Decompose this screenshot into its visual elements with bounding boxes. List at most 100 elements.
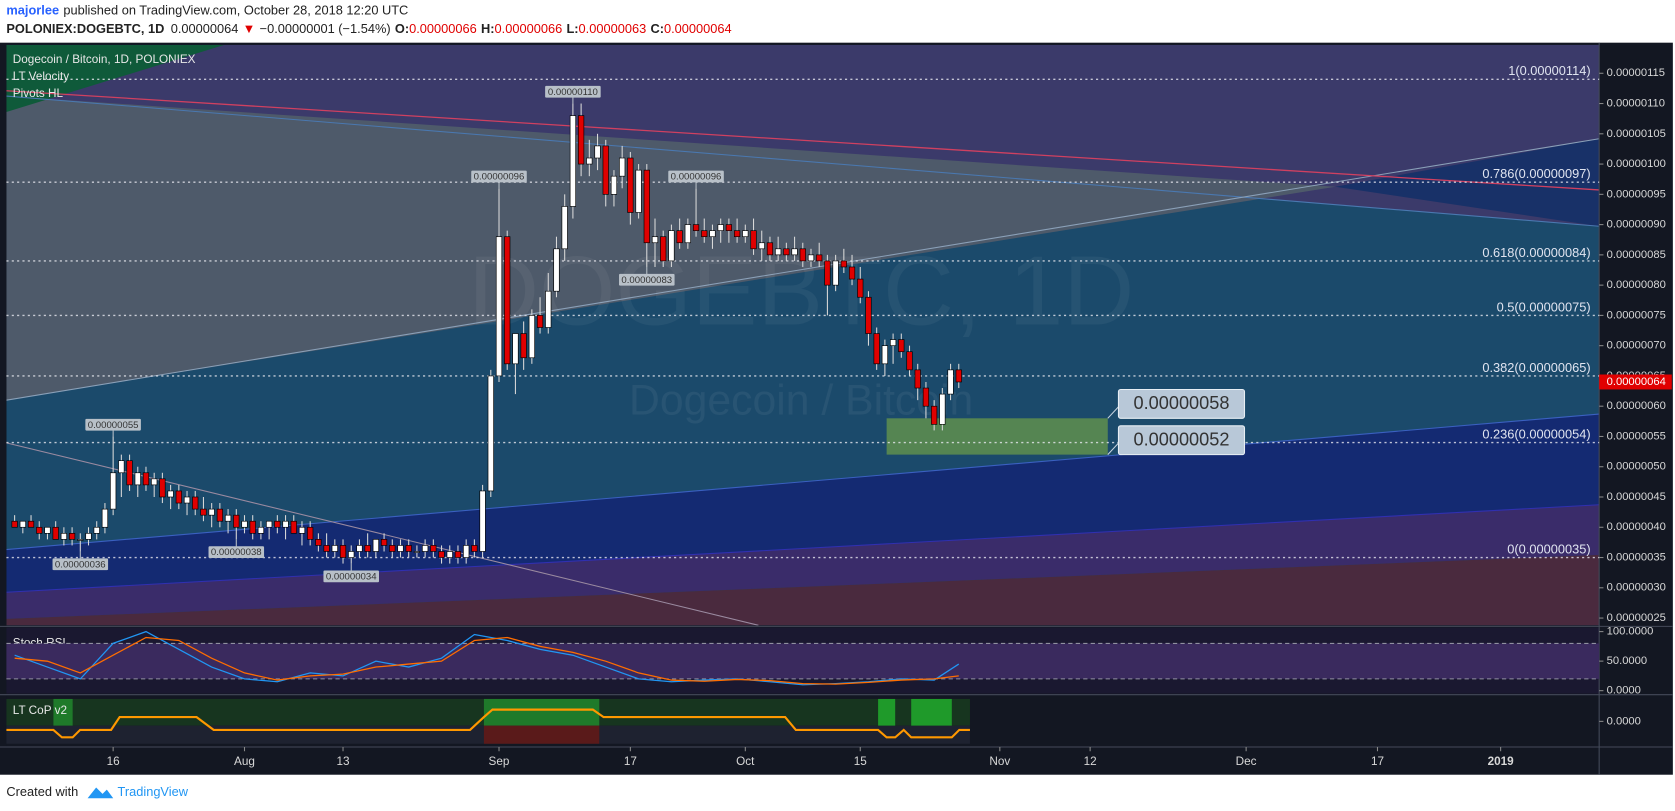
candle-body (487, 375, 494, 492)
candle-body (430, 545, 437, 552)
candle-body (635, 169, 642, 213)
candle-body (36, 526, 43, 534)
y-tick-label: 0.00000090 (1607, 219, 1666, 231)
watermark: Dogecoin / Bitcoin (629, 377, 973, 425)
candle-body (865, 296, 872, 334)
candle-body (134, 472, 141, 486)
footer-brand[interactable]: TradingView (118, 784, 189, 799)
candle-body (627, 157, 634, 213)
x-tick-label: 2019 (1488, 755, 1515, 768)
candle-body (356, 545, 363, 552)
candle-body (561, 206, 568, 250)
fib-label: 0.236(0.00000054) (1482, 426, 1590, 441)
pivot-box (323, 570, 380, 583)
candle-body (725, 224, 732, 231)
candle-body (914, 369, 921, 389)
cop-zone (483, 698, 600, 726)
candle-body (224, 514, 232, 522)
candle-body (750, 230, 757, 250)
x-tick-label: 17 (1371, 755, 1384, 768)
candle-body (77, 539, 84, 541)
y-tick-label: 0.00000110 (1607, 98, 1665, 110)
author: majorlee (6, 3, 59, 18)
candle-body (372, 539, 379, 552)
candle-body (110, 472, 117, 510)
channel-line (6, 138, 1600, 401)
candle-body (651, 236, 659, 244)
stoch-line (14, 630, 960, 686)
candle-body (52, 526, 59, 540)
candle-body (323, 545, 330, 552)
candle-body (126, 460, 133, 486)
x-tick-label: Aug (234, 755, 255, 768)
candle-body (479, 490, 486, 552)
candle-body (512, 333, 519, 365)
candle-body (142, 472, 150, 486)
fib-label: 0.382(0.00000065) (1482, 360, 1590, 375)
y-tick-label: 0.00000050 (1607, 461, 1666, 473)
y-tick-label: 0.00000100 (1607, 158, 1666, 170)
price-tag-label: 0.00000064 (1607, 376, 1666, 388)
pivot-box (208, 546, 265, 559)
candle-body (266, 520, 273, 528)
pivot-label: 0.00000110 (548, 87, 598, 98)
candle-body (68, 532, 76, 540)
ohlc-label: H: (481, 21, 495, 36)
x-tick-label: 16 (107, 755, 121, 768)
candle-body (906, 351, 913, 371)
band (6, 504, 1600, 619)
candle-body (610, 175, 618, 195)
ohlc-value: 0.00000066 (495, 21, 563, 36)
band (6, 554, 1600, 626)
candle-body (257, 526, 265, 534)
candle-body (742, 230, 749, 238)
legend-indicator: Pivots HL (13, 87, 64, 100)
candle-body (151, 478, 158, 486)
candle-body (676, 230, 683, 244)
candle-body (331, 545, 338, 552)
y-tick-label: 0.00000025 (1607, 612, 1666, 624)
candle-body (298, 526, 306, 534)
y-tick-label: 0.00000045 (1607, 491, 1666, 503)
candle-body (348, 551, 355, 558)
candle-body (840, 260, 847, 268)
y-tick-label: 0.00000040 (1607, 521, 1666, 533)
candle-body (758, 242, 765, 250)
candle-body (159, 478, 166, 498)
candle-body (364, 545, 371, 552)
candle-body (824, 260, 831, 286)
ohlc-label: L: (566, 21, 578, 36)
candle-body (446, 551, 453, 558)
fib-label: 0.786(0.00000097) (1482, 166, 1590, 181)
band (6, 44, 225, 113)
y-tick-label: 0.00000055 (1607, 430, 1666, 442)
candle-body (692, 224, 700, 231)
pane-title: LT CoP v2 (13, 704, 67, 717)
candle-body (939, 393, 946, 425)
y-tick-label: 0.00000070 (1607, 340, 1666, 352)
candle-body (816, 254, 823, 262)
candle-body (775, 248, 782, 256)
y-tick-label: 0.00000075 (1607, 309, 1666, 321)
candle-body (339, 545, 347, 558)
candle-body (643, 169, 650, 244)
pivot-box (52, 558, 109, 571)
candle-body (241, 520, 248, 528)
x-tick-label: 15 (854, 755, 868, 768)
y-tick-label: 0.00000060 (1607, 400, 1666, 412)
candle-body (208, 508, 215, 516)
logo[interactable] (87, 787, 114, 799)
trend-line (6, 90, 1600, 191)
candle-body (586, 157, 593, 165)
candle-body (495, 236, 503, 377)
candle-body (783, 248, 790, 256)
channel-line (6, 504, 1600, 593)
candle-body (315, 539, 322, 546)
candle-body (192, 496, 199, 510)
candle-body (602, 145, 609, 195)
candle-body (249, 520, 256, 534)
x-tick-label: Oct (736, 755, 755, 768)
legend-title: Dogecoin / Bitcoin, 1D, POLONIEX (13, 53, 196, 66)
candle-body (290, 520, 297, 534)
candle-body (520, 333, 527, 359)
